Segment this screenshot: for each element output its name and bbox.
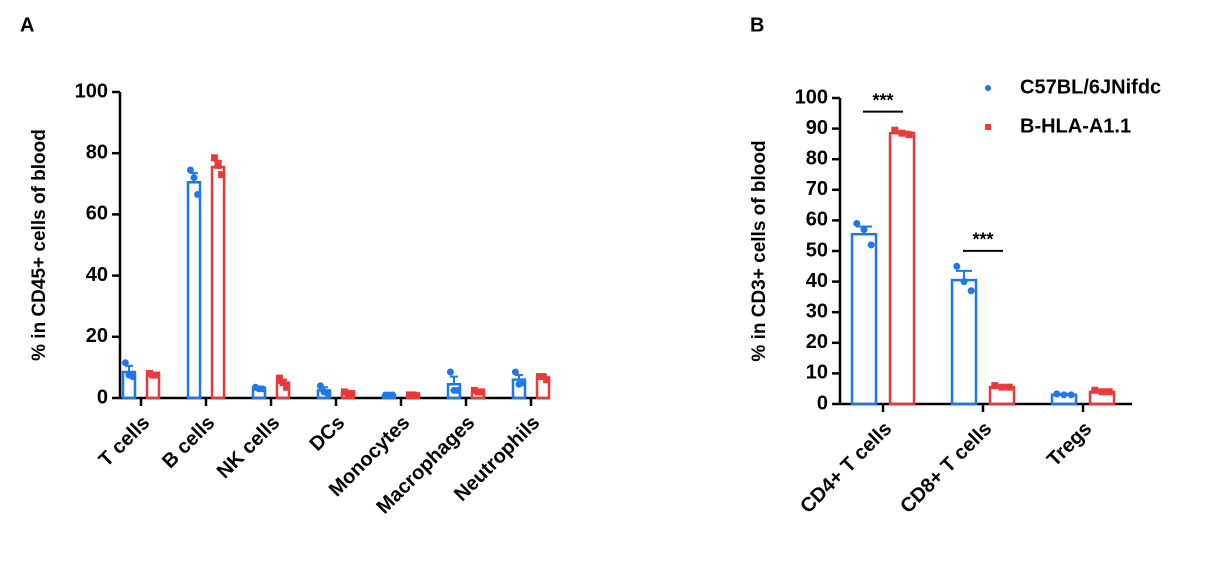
data-point <box>145 370 153 378</box>
x-tick-label: B cells <box>158 412 219 473</box>
data-point <box>905 131 913 139</box>
data-point <box>519 379 527 387</box>
data-point <box>149 371 157 379</box>
data-point <box>898 129 906 137</box>
chart-panel: A 0 20 40 60 80 100 % in CD45+ cells of blood T … <box>20 14 551 518</box>
y-tick-label: 80 <box>806 147 828 169</box>
panel-label: A <box>20 14 34 36</box>
data-point <box>998 383 1006 391</box>
data-point <box>539 373 547 381</box>
y-tick-label: 10 <box>806 362 828 384</box>
y-tick-label: 30 <box>806 300 828 322</box>
data-point <box>1105 388 1113 396</box>
data-point <box>535 373 543 381</box>
data-point <box>953 262 961 270</box>
data-point <box>1005 383 1013 391</box>
data-point <box>1091 386 1099 394</box>
data-point <box>340 388 348 396</box>
y-axis-label: % in CD45+ cells of blood <box>29 129 50 361</box>
y-tick-label: 60 <box>806 209 828 231</box>
data-point <box>210 154 218 162</box>
data-point <box>214 161 222 169</box>
data-point <box>409 391 417 399</box>
data-point <box>543 376 551 384</box>
data-point <box>860 226 868 234</box>
chart-panel: B 0 10 20 30 40 50 60 70 80 90 100 % in CD3+ cells o… <box>749 14 1161 517</box>
data-point <box>1053 390 1061 398</box>
data-point <box>985 124 991 130</box>
significance-label: *** <box>972 230 993 250</box>
bar <box>888 131 916 406</box>
data-point <box>967 287 975 295</box>
data-point <box>275 374 283 382</box>
x-tick-label: CD4+ T cells <box>796 418 896 518</box>
y-tick-label: 20 <box>806 331 828 353</box>
legend-label: B-HLA-A1.1 <box>1020 115 1131 137</box>
data-point <box>413 392 421 400</box>
data-point <box>153 371 161 379</box>
data-point <box>991 382 999 390</box>
y-tick-label: 40 <box>86 264 108 286</box>
x-tick-label: CD8+ T cells <box>896 418 996 518</box>
data-point <box>344 389 352 397</box>
x-tick-label: Tregs <box>1043 418 1096 471</box>
y-tick-label: 20 <box>86 325 108 347</box>
y-tick-label: 0 <box>97 386 108 408</box>
data-point <box>129 373 137 381</box>
bar <box>186 181 202 400</box>
y-tick-label: 100 <box>75 80 108 102</box>
y-tick-label: 80 <box>86 141 108 163</box>
bar <box>850 232 878 406</box>
data-point <box>985 85 991 91</box>
data-point <box>891 126 899 134</box>
data-point <box>867 241 875 249</box>
data-point <box>259 385 267 393</box>
y-tick-label: 50 <box>806 239 828 261</box>
y-axis-label: % in CD3+ cells of blood <box>749 140 770 361</box>
data-point <box>218 171 226 179</box>
y-tick-label: 60 <box>86 203 108 225</box>
data-point <box>194 191 202 199</box>
data-point <box>960 278 968 286</box>
data-point <box>454 386 462 394</box>
y-tick-label: 90 <box>806 117 828 139</box>
data-point <box>1060 391 1068 399</box>
data-point <box>1067 391 1075 399</box>
y-tick-label: 0 <box>817 392 828 414</box>
data-point <box>279 379 287 387</box>
significance-label: *** <box>872 90 893 110</box>
data-point <box>478 388 486 396</box>
x-tick-label: DCs <box>305 412 349 456</box>
data-point <box>1098 388 1106 396</box>
legend-label: C57BL/6JNifdc <box>1020 76 1161 98</box>
panel-label: B <box>750 14 764 36</box>
data-point <box>470 386 478 394</box>
data-point <box>316 382 324 390</box>
y-tick-label: 70 <box>806 178 828 200</box>
data-point <box>474 388 482 396</box>
data-point <box>511 368 519 376</box>
data-point <box>348 389 356 397</box>
data-point <box>186 166 194 174</box>
data-point <box>405 391 413 399</box>
x-tick-label: NK cells <box>213 412 284 483</box>
bar <box>210 165 226 400</box>
data-point <box>121 359 129 367</box>
data-point <box>283 383 291 391</box>
x-tick-label: T cells <box>95 412 155 472</box>
data-point <box>389 391 397 399</box>
y-tick-label: 40 <box>806 270 828 292</box>
data-point <box>190 174 198 182</box>
y-tick-label: 100 <box>795 86 828 108</box>
data-point <box>853 219 861 227</box>
bar <box>950 278 978 406</box>
data-point <box>446 368 454 376</box>
data-point <box>324 389 332 397</box>
